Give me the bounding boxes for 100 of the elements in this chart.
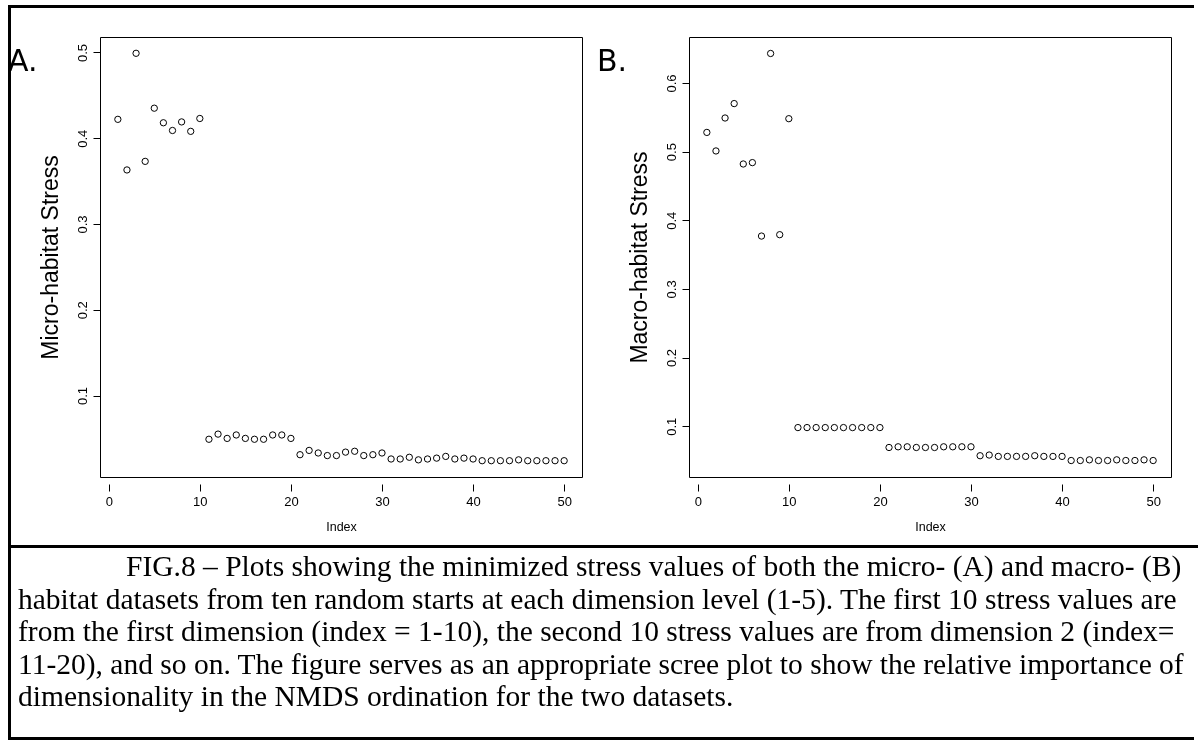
x-axis-title: Index	[326, 519, 358, 534]
x-tick-label: 20	[873, 493, 888, 509]
point	[748, 158, 757, 167]
point	[940, 443, 948, 451]
point	[757, 232, 766, 240]
point	[1113, 456, 1121, 464]
point	[177, 118, 186, 126]
point	[314, 449, 322, 457]
point	[323, 451, 331, 460]
x-tick-label: 40	[466, 493, 481, 509]
y-tick-label: 0.4	[663, 211, 679, 230]
point	[114, 115, 122, 123]
point	[766, 49, 775, 58]
y-tick-label: 0.2	[74, 301, 90, 320]
point	[794, 423, 802, 432]
point	[141, 157, 149, 166]
point	[1122, 456, 1130, 465]
point	[1021, 452, 1030, 461]
point	[776, 231, 784, 239]
y-tick-label: 0.4	[74, 129, 90, 148]
point	[223, 434, 231, 443]
point	[1067, 456, 1075, 465]
point	[1149, 456, 1157, 465]
point	[712, 147, 720, 155]
point	[442, 452, 450, 461]
x-tick-label: 0	[694, 493, 702, 509]
point	[496, 457, 505, 465]
point	[1131, 456, 1139, 465]
point	[150, 104, 158, 112]
point	[542, 457, 550, 465]
x-tick-label: 40	[1055, 493, 1070, 509]
point	[551, 457, 559, 465]
point	[1031, 452, 1039, 460]
point	[132, 49, 140, 57]
point	[241, 434, 250, 443]
point	[967, 443, 975, 451]
point	[994, 452, 1002, 461]
point	[1076, 456, 1084, 465]
point	[378, 449, 386, 457]
point	[505, 457, 514, 465]
point	[214, 430, 222, 438]
point	[1103, 456, 1112, 465]
point	[278, 431, 286, 439]
point	[478, 457, 486, 465]
point	[332, 451, 341, 460]
y-tick-label: 0.2	[663, 349, 679, 368]
chart-title: B.	[597, 43, 628, 78]
x-tick-label: 30	[375, 493, 390, 509]
point	[533, 457, 541, 465]
point	[360, 451, 368, 460]
x-tick-label: 50	[557, 493, 572, 509]
point	[921, 443, 930, 452]
caption: FIG.8 – Plots showing the minimized stress values of both the micro- (A) and macro- (B) habitat datasets from ten random starts at each dimension level (1-5). The first 10 stress values are from the first dimension (index = 1-10), the second 10 stress values are from dimension 2 (index= 11-20), and so on. The figure serves as an appropriate scree plot to show the relative importance of dimensionality in the NMDS ordination for the two datasets.	[18, 550, 1185, 713]
point	[187, 127, 195, 135]
y-tick-label: 0.5	[663, 143, 679, 162]
point	[903, 443, 911, 451]
y-tick-label: 0.1	[663, 417, 679, 436]
point	[839, 423, 848, 432]
point	[949, 443, 957, 451]
point	[451, 455, 459, 463]
x-axis-title: Index	[915, 519, 947, 534]
point	[259, 435, 268, 443]
x-tick-label: 0	[105, 493, 113, 509]
point	[848, 423, 857, 432]
x-tick-label: 50	[1146, 493, 1161, 509]
point	[305, 446, 313, 455]
point	[1012, 452, 1021, 461]
point	[812, 423, 820, 432]
point	[876, 423, 884, 432]
point	[341, 448, 350, 456]
point	[821, 423, 829, 432]
point	[703, 128, 711, 137]
point	[1040, 452, 1048, 461]
point	[196, 114, 204, 123]
point	[460, 454, 468, 462]
point	[351, 447, 359, 455]
point	[1049, 452, 1057, 461]
point	[958, 443, 966, 451]
y-axis-title: Micro-habitat Stress	[36, 155, 63, 360]
y-tick-label: 0.3	[74, 215, 90, 234]
x-tick-label: 10	[193, 493, 208, 509]
point	[730, 99, 738, 108]
x-tick-label: 10	[782, 493, 797, 509]
point	[894, 443, 902, 451]
x-tick-label: 30	[964, 493, 979, 509]
point	[296, 451, 304, 459]
point	[1003, 452, 1012, 461]
point	[721, 114, 729, 122]
point	[867, 423, 875, 432]
point	[469, 455, 477, 463]
y-tick-label: 0.1	[74, 386, 90, 406]
y-tick-label: 0.6	[663, 74, 679, 93]
point	[287, 434, 295, 443]
point	[912, 443, 920, 452]
point	[976, 452, 984, 460]
point	[803, 423, 811, 432]
point	[387, 455, 395, 463]
point	[739, 160, 747, 168]
point	[1085, 456, 1094, 464]
point	[159, 119, 168, 127]
